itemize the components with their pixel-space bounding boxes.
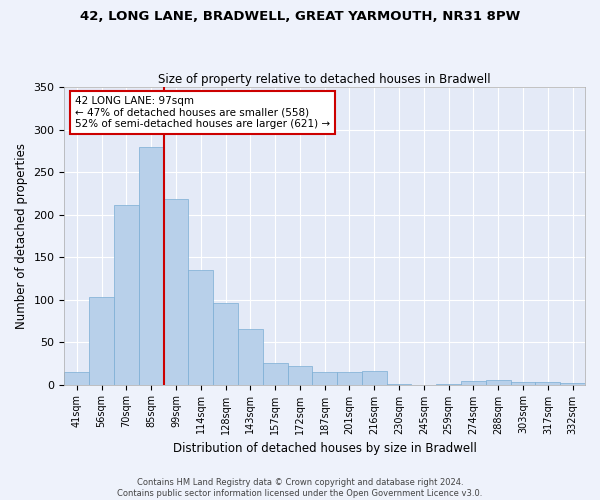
Bar [64, 372, 89, 384]
Bar [337, 372, 362, 384]
Bar [313, 372, 337, 384]
Bar [461, 381, 486, 384]
Text: Contains HM Land Registry data © Crown copyright and database right 2024.
Contai: Contains HM Land Registry data © Crown c… [118, 478, 482, 498]
Bar [511, 382, 535, 384]
Text: 42 LONG LANE: 97sqm
← 47% of detached houses are smaller (558)
52% of semi-detac: 42 LONG LANE: 97sqm ← 47% of detached ho… [75, 96, 330, 130]
Text: 42, LONG LANE, BRADWELL, GREAT YARMOUTH, NR31 8PW: 42, LONG LANE, BRADWELL, GREAT YARMOUTH,… [80, 10, 520, 23]
Bar [287, 366, 313, 384]
Bar [164, 200, 188, 384]
Title: Size of property relative to detached houses in Bradwell: Size of property relative to detached ho… [158, 73, 491, 86]
Bar [188, 270, 213, 384]
Bar [263, 364, 287, 384]
Bar [114, 206, 139, 384]
Bar [486, 380, 511, 384]
Bar [362, 371, 386, 384]
Bar [139, 146, 164, 384]
Y-axis label: Number of detached properties: Number of detached properties [15, 143, 28, 329]
X-axis label: Distribution of detached houses by size in Bradwell: Distribution of detached houses by size … [173, 442, 476, 455]
Bar [238, 330, 263, 384]
Bar [213, 303, 238, 384]
Bar [560, 383, 585, 384]
Bar [89, 297, 114, 384]
Bar [535, 382, 560, 384]
